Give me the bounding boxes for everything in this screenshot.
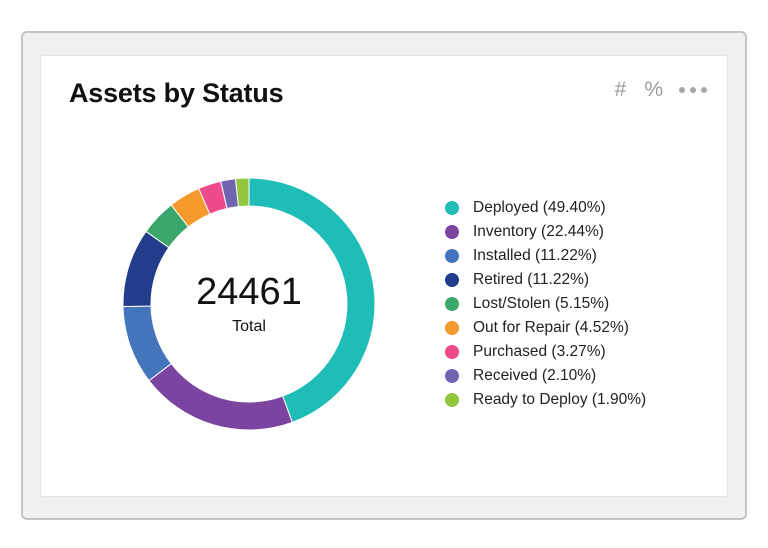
legend-label: Installed (11.22%) bbox=[473, 247, 597, 264]
legend-label: Lost/Stolen (5.15%) bbox=[473, 295, 610, 312]
legend-label: Ready to Deploy (1.90%) bbox=[473, 391, 647, 408]
legend-item-ready-to-deploy[interactable]: Ready to Deploy (1.90%) bbox=[445, 388, 646, 412]
legend-label: Purchased (3.27%) bbox=[473, 343, 606, 360]
legend-label: Out for Repair (4.52%) bbox=[473, 319, 629, 336]
widget-controls: # % bbox=[615, 78, 707, 102]
legend-swatch bbox=[445, 201, 459, 215]
legend-swatch bbox=[445, 369, 459, 383]
total-count: 24461 bbox=[196, 271, 302, 313]
legend-item-deployed[interactable]: Deployed (49.40%) bbox=[445, 196, 646, 220]
legend-swatch bbox=[445, 297, 459, 311]
legend-label: Deployed (49.40%) bbox=[473, 199, 606, 216]
legend-swatch bbox=[445, 249, 459, 263]
legend-swatch bbox=[445, 393, 459, 407]
count-toggle-button[interactable]: # bbox=[614, 78, 627, 101]
legend-swatch bbox=[445, 225, 459, 239]
legend-item-inventory[interactable]: Inventory (22.44%) bbox=[445, 220, 646, 244]
legend-item-purchased[interactable]: Purchased (3.27%) bbox=[445, 340, 646, 364]
legend-item-installed[interactable]: Installed (11.22%) bbox=[445, 244, 646, 268]
total-label: Total bbox=[232, 318, 266, 335]
widget-title: Assets by Status bbox=[69, 78, 284, 108]
donut-svg bbox=[122, 177, 376, 431]
donut-slice-inventory[interactable] bbox=[148, 362, 293, 431]
chart-legend: Deployed (49.40%) Inventory (22.44%) Insta… bbox=[445, 196, 646, 412]
legend-item-lost-stolen[interactable]: Lost/Stolen (5.15%) bbox=[445, 292, 646, 316]
donut-slice-ready-to-deploy[interactable] bbox=[234, 177, 250, 208]
legend-swatch bbox=[445, 345, 459, 359]
donut-chart: 24461 Total bbox=[121, 176, 377, 432]
legend-item-received[interactable]: Received (2.10%) bbox=[445, 364, 646, 388]
legend-label: Retired (11.22%) bbox=[473, 271, 590, 288]
legend-item-retired[interactable]: Retired (11.22%) bbox=[445, 268, 646, 292]
more-options-icon[interactable] bbox=[679, 83, 707, 97]
assets-by-status-widget: Assets by Status # % 24461 Total Deploye… bbox=[40, 55, 728, 497]
legend-item-out-for-repair[interactable]: Out for Repair (4.52%) bbox=[445, 316, 646, 340]
legend-swatch bbox=[445, 273, 459, 287]
legend-swatch bbox=[445, 321, 459, 335]
legend-label: Inventory (22.44%) bbox=[473, 223, 604, 240]
percent-toggle-button[interactable]: % bbox=[644, 78, 663, 101]
legend-label: Received (2.10%) bbox=[473, 367, 597, 384]
